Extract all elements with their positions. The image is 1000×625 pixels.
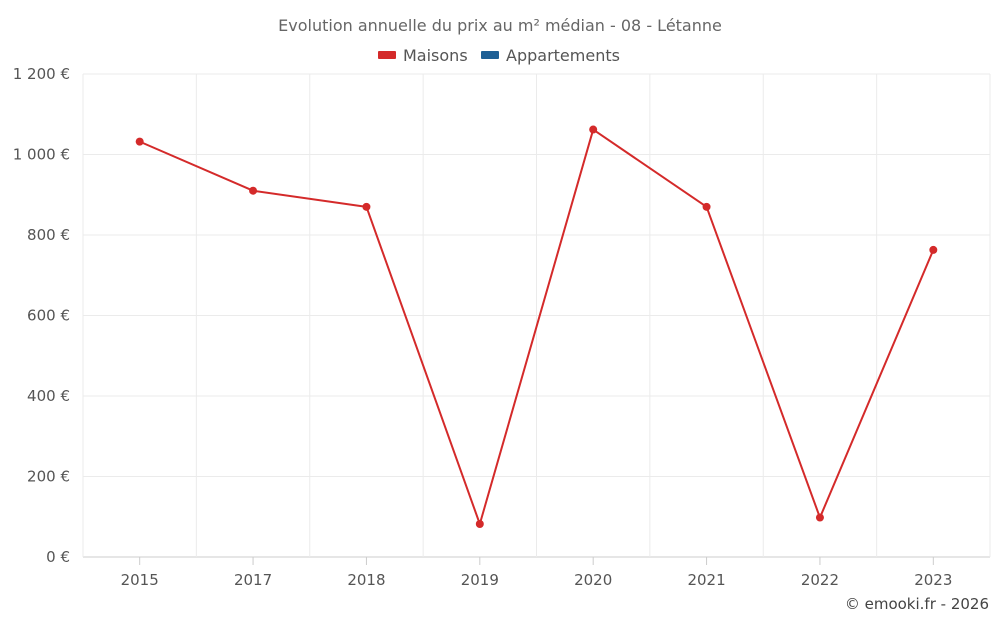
y-tick-label: 0 € <box>46 548 70 566</box>
legend-swatch-maisons <box>378 51 396 59</box>
y-tick-label: 1 200 € <box>13 65 70 83</box>
y-tick-label: 600 € <box>27 307 70 325</box>
legend-label-maisons: Maisons <box>403 46 468 65</box>
data-point-maisons[interactable] <box>929 245 938 254</box>
x-tick-label: 2022 <box>801 571 839 589</box>
x-tick-label: 2017 <box>234 571 272 589</box>
x-axis-ticks: 2015 2017 2018 2019 2020 2021 2022 2023 <box>121 557 952 589</box>
data-point-maisons[interactable] <box>362 202 371 211</box>
x-tick-label: 2020 <box>574 571 612 589</box>
legend: Maisons Appartements <box>378 46 620 65</box>
data-point-maisons[interactable] <box>702 202 711 211</box>
y-tick-label: 400 € <box>27 387 70 405</box>
series-layer <box>135 125 938 528</box>
y-axis-ticks: 0 € 200 € 400 € 600 € 800 € 1 000 € 1 200 € <box>13 65 70 566</box>
x-tick-label: 2018 <box>347 571 385 589</box>
series-line-maisons <box>139 128 935 525</box>
legend-item-maisons[interactable]: Maisons <box>378 46 468 65</box>
x-tick-label: 2023 <box>914 571 952 589</box>
data-point-maisons[interactable] <box>475 519 484 528</box>
credit-text: © emooki.fr - 2026 <box>845 595 989 613</box>
data-point-maisons[interactable] <box>589 125 598 134</box>
chart-title: Evolution annuelle du prix au m² médian … <box>278 16 722 35</box>
legend-item-appartements[interactable]: Appartements <box>481 46 620 65</box>
y-tick-label: 800 € <box>27 226 70 244</box>
legend-label-appartements: Appartements <box>506 46 620 65</box>
grid <box>82 73 991 558</box>
data-point-maisons[interactable] <box>135 137 144 146</box>
x-tick-label: 2021 <box>687 571 725 589</box>
data-point-maisons[interactable] <box>815 513 824 522</box>
x-tick-label: 2019 <box>461 571 499 589</box>
y-tick-label: 1 000 € <box>13 146 70 164</box>
data-point-maisons[interactable] <box>249 186 258 195</box>
legend-swatch-appartements <box>481 51 499 59</box>
y-tick-label: 200 € <box>27 468 70 486</box>
x-tick-label: 2015 <box>121 571 159 589</box>
